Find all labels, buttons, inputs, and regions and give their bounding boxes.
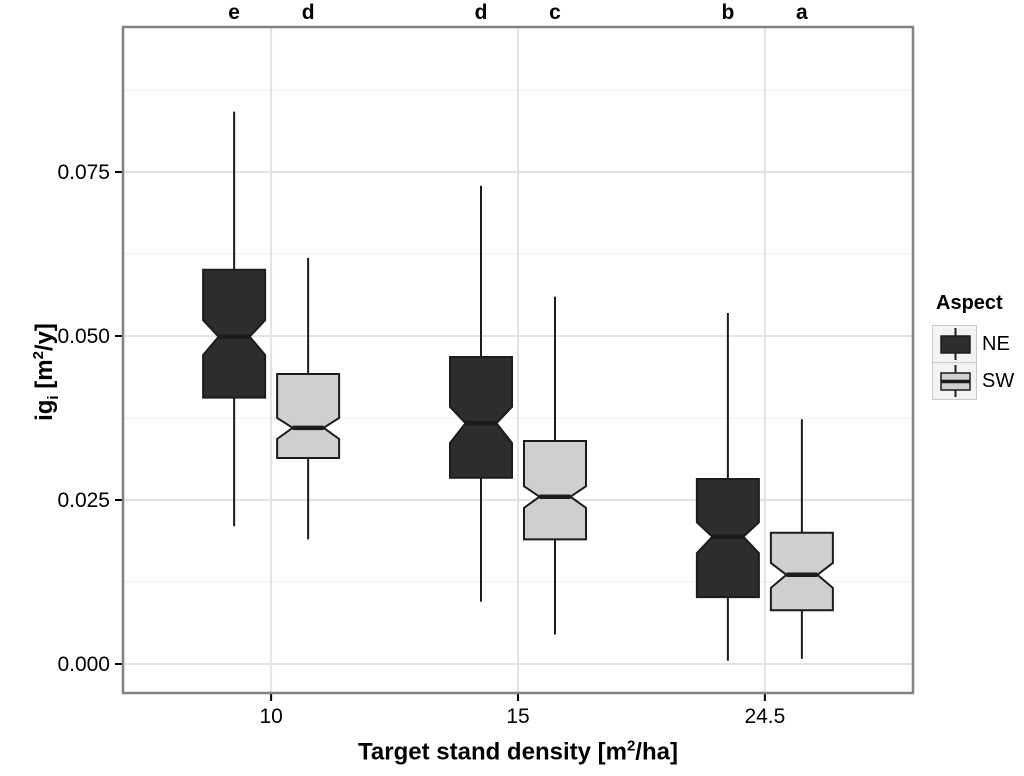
box-ne-15 — [449, 355, 513, 479]
y-tick-label: 0.050 — [57, 325, 110, 348]
y-tick-label: 0.000 — [57, 653, 110, 676]
y-tick-label: 0.025 — [57, 489, 110, 512]
boxplot-glyph-sw-icon — [940, 365, 971, 397]
legend-key-ne — [932, 325, 977, 363]
x-tick-label: 24.5 — [744, 705, 785, 728]
boxplot-glyph-ne-icon — [940, 328, 971, 360]
x-tick-label: 15 — [506, 705, 529, 728]
y-tick-label: 0.075 — [57, 161, 110, 184]
legend-label-ne: NE — [982, 332, 1010, 355]
box-sw-15 — [523, 439, 587, 541]
legend-entry-ne: NE — [932, 325, 1024, 363]
legend: Aspect NE SW — [932, 292, 1024, 400]
significance-letter: d — [302, 1, 315, 24]
legend-title: Aspect — [936, 292, 1003, 314]
significance-letter: a — [796, 1, 808, 24]
y-axis-title: igi [m2/y] — [30, 323, 62, 421]
significance-letter: d — [475, 1, 488, 24]
legend-key-sw — [932, 362, 977, 400]
significance-letter: e — [228, 1, 240, 24]
significance-letter: b — [721, 1, 734, 24]
box-ne-10 — [202, 268, 267, 399]
significance-letter: c — [549, 1, 561, 24]
x-axis-title: Target stand density [m2/ha] — [358, 737, 678, 766]
box-sw-24.5 — [769, 531, 834, 612]
box-sw-10 — [276, 373, 341, 460]
x-tick-label: 10 — [259, 705, 282, 728]
legend-entry-sw: SW — [932, 362, 1024, 400]
panel-border — [121, 25, 915, 695]
legend-label-sw: SW — [982, 370, 1015, 392]
